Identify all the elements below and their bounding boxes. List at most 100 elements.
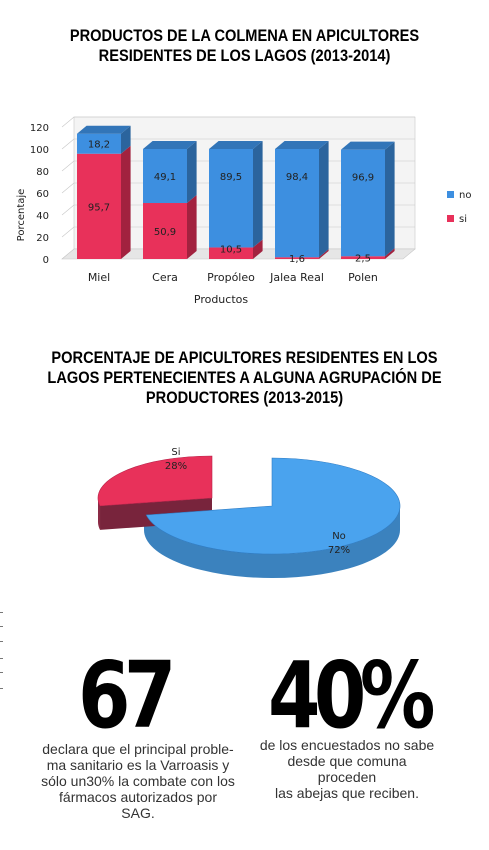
stat-text-line: ma sanitario es la Varroasis y bbox=[46, 757, 230, 773]
bar-side-no bbox=[121, 125, 131, 154]
margin-tick bbox=[0, 626, 3, 627]
stat-text-line: fármacos autorizados por bbox=[59, 789, 217, 805]
margin-tick bbox=[0, 641, 3, 642]
bar-y-tick-label: 120 bbox=[30, 123, 49, 134]
bar-gridline-side bbox=[61, 182, 75, 194]
bar-gridline-side bbox=[61, 160, 75, 172]
bar-data-label-si: 2,5 bbox=[355, 253, 371, 264]
pie-label-no-value: 72% bbox=[328, 545, 350, 556]
stat-description-varroasis: declara que el principal proble- ma sani… bbox=[40, 741, 236, 821]
bar-category-label: Cera bbox=[152, 271, 178, 284]
bar-data-label-si: 50,9 bbox=[154, 227, 176, 238]
bar-chart-title-line: PRODUCTOS DE LA COLMENA EN APICULTORES bbox=[69, 26, 420, 45]
pie-label-si-value: 28% bbox=[165, 461, 187, 472]
bar-gridline-side bbox=[61, 116, 75, 128]
stat-text-line: de los encuestados no sabe bbox=[259, 737, 435, 753]
bar-side-si bbox=[121, 145, 131, 259]
pie-slices bbox=[97, 455, 401, 555]
bar-category-label: Jalea Real bbox=[269, 271, 324, 284]
stat-text-line: sólo un30% la combate con los bbox=[41, 773, 235, 789]
bar-category-label: Polen bbox=[348, 271, 378, 284]
bar-legend-swatch-no bbox=[447, 191, 454, 198]
bar-series: 95,7 18,2 50,9 49,1 10,5 89,5 1,6 98,4 2,5 96,9 bbox=[77, 125, 395, 265]
bar-side-no bbox=[253, 141, 263, 248]
pie-label-si-name: Si bbox=[171, 447, 180, 458]
bar-chart-title-line: RESIDENTES DE LOS LAGOS (2013-2014) bbox=[98, 46, 391, 65]
bar-category-label: Propóleo bbox=[207, 271, 255, 284]
bar-data-label-no: 49,1 bbox=[154, 172, 176, 183]
bar-top bbox=[341, 141, 395, 150]
bar-segment-si bbox=[209, 247, 253, 259]
margin-tick bbox=[0, 658, 3, 659]
stat-number-67: 67 bbox=[78, 642, 176, 749]
bar-side-no bbox=[187, 141, 197, 204]
bar-side-si bbox=[253, 239, 263, 259]
bar-data-label-no: 96,9 bbox=[352, 173, 374, 184]
bar-segment-si bbox=[275, 257, 319, 259]
bar-y-tick-label: 100 bbox=[30, 145, 49, 156]
bar-chart-title: PRODUCTOS DE LA COLMENA EN APICULTORES R… bbox=[34, 26, 455, 66]
bar-top bbox=[143, 141, 197, 149]
pie-slice-rim-si bbox=[98, 498, 101, 530]
bar-y-axis-label: Porcentaje bbox=[16, 189, 27, 242]
margin-tick bbox=[0, 612, 3, 613]
bar-data-label-si: 1,6 bbox=[289, 254, 305, 265]
stat-text-line: SAG. bbox=[121, 805, 155, 821]
bar-gridline-side bbox=[61, 204, 75, 216]
bar-segment-no bbox=[209, 149, 253, 248]
bar-data-label-si: 95,7 bbox=[88, 202, 110, 213]
bar-top bbox=[77, 125, 131, 134]
pie-labels: Si 28% No 72% bbox=[165, 447, 350, 556]
bar-data-label-si: 10,5 bbox=[220, 244, 242, 255]
bar-x-ticks: Miel Cera Propóleo Jalea Real Polen bbox=[88, 271, 378, 284]
pie-chart-title: PORCENTAJE DE APICULTORES RESIDENTES EN … bbox=[34, 348, 455, 408]
stat-description-origin: de los encuestados no sabe desde que com… bbox=[258, 737, 436, 801]
bar-y-tick-label: 0 bbox=[43, 255, 49, 266]
bar-y-ticks: 0 20 40 60 80 100 120 bbox=[30, 123, 49, 266]
bar-segment-si bbox=[143, 203, 187, 259]
bar-legend: no si bbox=[447, 190, 471, 225]
bar-data-label-no: 98,4 bbox=[286, 172, 308, 183]
bar-side-si bbox=[187, 195, 197, 259]
stat-text-line: las abejas que reciben. bbox=[275, 785, 419, 801]
bar-gridline-side bbox=[61, 226, 75, 238]
bar-segment-no bbox=[275, 149, 319, 258]
bar-chart: 0 20 40 60 80 100 120 95,7 18,2 50,9 49,1 10,5 89,5… bbox=[16, 116, 471, 306]
bar-legend-label-no: no bbox=[459, 190, 471, 201]
bar-legend-swatch-si bbox=[447, 215, 454, 222]
pie-chart-title-line: PORCENTAJE DE APICULTORES RESIDENTES EN … bbox=[51, 348, 438, 367]
bar-segment-si bbox=[341, 256, 385, 259]
bar-legend-label-si: si bbox=[459, 214, 467, 225]
bar-side-si bbox=[319, 249, 329, 259]
stat-text-line: desde que comuna proceden bbox=[287, 753, 407, 785]
pie-chart: Si 28% No 72% bbox=[97, 447, 401, 578]
bar-top bbox=[275, 141, 329, 149]
bar-segment-no bbox=[341, 149, 385, 257]
bar-segment-no bbox=[77, 133, 121, 154]
bar-x-axis-label: Productos bbox=[194, 293, 248, 306]
pie-slice-si bbox=[97, 455, 213, 507]
margin-tick bbox=[0, 672, 3, 673]
pie-chart-title-line: LAGOS PERTENECIENTES A ALGUNA AGRUPACIÓN… bbox=[47, 368, 442, 387]
bar-side-si bbox=[385, 248, 395, 259]
pie-slice-no bbox=[145, 457, 401, 555]
bar-y-tick-label: 60 bbox=[36, 189, 49, 200]
bar-category-label: Miel bbox=[88, 271, 110, 284]
bar-side-no bbox=[385, 141, 395, 257]
bar-gridline-side bbox=[61, 138, 75, 150]
bar-y-tick-label: 20 bbox=[36, 233, 49, 244]
pie-label-no-name: No bbox=[332, 531, 346, 542]
pie-chart-title-line: PRODUCTORES (2013-2015) bbox=[145, 388, 344, 407]
bar-y-tick-label: 80 bbox=[36, 167, 49, 178]
bar-top bbox=[209, 141, 263, 149]
bar-data-label-no: 18,2 bbox=[88, 140, 110, 151]
bar-segment-si bbox=[77, 153, 121, 259]
stat-text-line: declara que el principal proble- bbox=[42, 741, 234, 757]
bar-segment-no bbox=[143, 149, 187, 204]
bar-y-tick-label: 40 bbox=[36, 211, 49, 222]
margin-tick bbox=[0, 688, 3, 689]
pie-slice-side-no bbox=[144, 506, 400, 578]
bar-data-label-no: 89,5 bbox=[220, 172, 242, 183]
bar-side-no bbox=[319, 141, 329, 258]
stat-number-40-percent: 40% bbox=[268, 642, 435, 749]
